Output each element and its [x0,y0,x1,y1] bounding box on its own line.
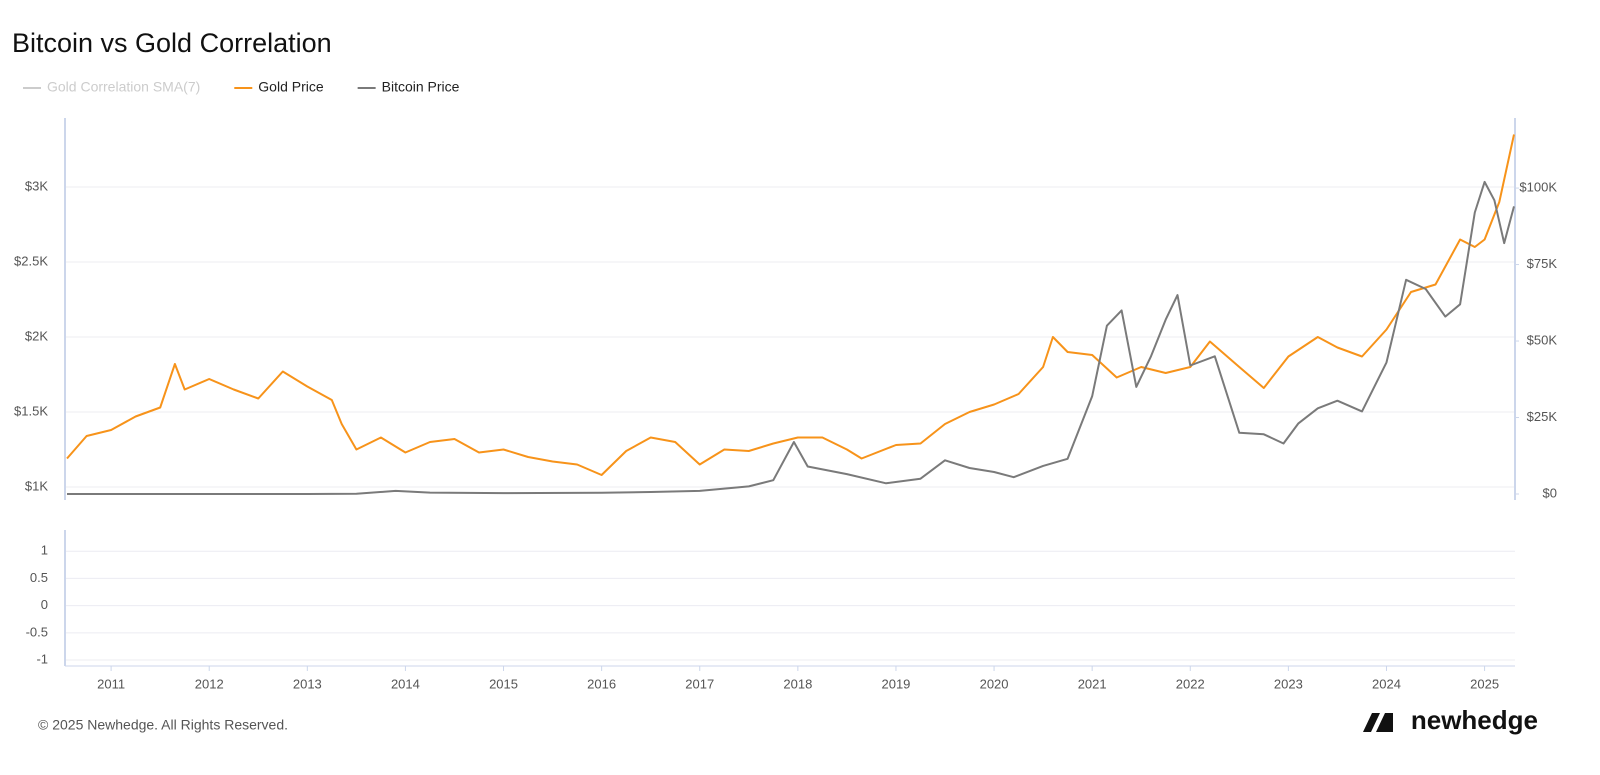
y-tick-label: -1 [36,651,48,666]
logo-icon [1363,713,1393,732]
y2-tick-label: $50K [1527,332,1558,347]
x-tick-label: 2019 [881,676,910,691]
x-tick-label: 2022 [1176,676,1205,691]
x-tick-label: 2016 [587,676,616,691]
copyright: © 2025 Newhedge. All Rights Reserved. [38,717,288,733]
y-tick-label: $3K [25,178,48,193]
y2-tick-label: $0 [1543,485,1557,500]
y-tick-label: $2K [25,328,48,343]
x-tick-label: 2015 [489,676,518,691]
legend-label[interactable]: Gold Price [258,79,324,95]
x-tick-label: 2024 [1372,676,1401,691]
y-tick-label: -0.5 [26,624,48,639]
y2-tick-label: $100K [1519,179,1557,194]
correlation-panel: -1 -0.5 0 0.5 1 2011 2012 2013 2014 2015 2016 2017 2… [26,530,1515,691]
y2-tick-label: $25K [1527,409,1558,424]
chart-title: Bitcoin vs Gold Correlation [12,28,332,58]
y-tick-label: $2.5K [14,253,48,268]
x-tick-label: 2017 [685,676,714,691]
y2-tick-label: $75K [1527,256,1558,271]
x-tick-label: 2012 [195,676,224,691]
series-line [66,134,1515,476]
y-tick-label: $1.5K [14,403,48,418]
y-tick-label: $1K [25,478,48,493]
legend-label[interactable]: Bitcoin Price [382,79,460,95]
x-tick-label: 2021 [1078,676,1107,691]
y-tick-label: 0 [41,597,48,612]
series-line [67,180,1515,495]
legend: Gold Correlation SMA(7) Gold Price Bitcoin… [23,79,460,95]
x-tick-label: 2013 [293,676,322,691]
x-tick-label: 2014 [391,676,420,691]
brand-logo: newhedge [1363,705,1538,735]
price-panel: $1K $1.5K $2K $2.5K $3K $0 $25K $50K $75K $100K [14,118,1557,500]
x-tick-label: 2023 [1274,676,1303,691]
y-tick-label: 0.5 [30,570,48,585]
x-tick-label: 2025 [1470,676,1499,691]
x-tick-label: 2020 [980,676,1009,691]
y-tick-label: 1 [41,543,48,558]
brand: newhedge [1411,705,1538,735]
legend-label[interactable]: Gold Correlation SMA(7) [47,79,200,95]
x-tick-label: 2011 [97,676,125,691]
x-tick-label: 2018 [783,676,812,691]
